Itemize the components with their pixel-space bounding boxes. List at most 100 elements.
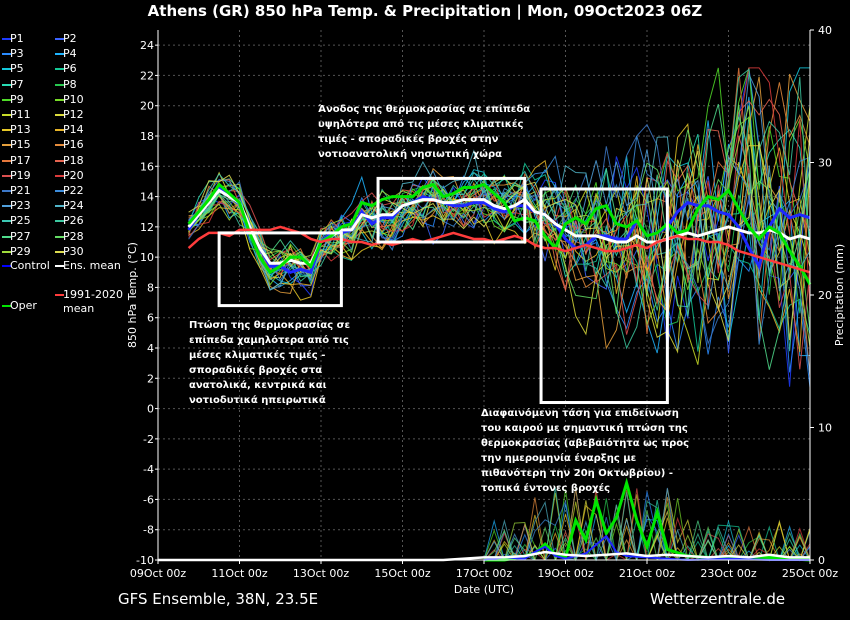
- y-tick-label: 6: [147, 312, 154, 325]
- legend-swatch: [2, 265, 11, 267]
- chart-title: Athens (GR) 850 hPa Temp. & Precipitatio…: [147, 2, 703, 20]
- legend-label: P27: [10, 229, 31, 243]
- model-info: GFS Ensemble, 38N, 23.5E: [118, 590, 319, 608]
- y-tick-label: -8: [143, 524, 154, 537]
- legend-label: P6: [63, 62, 77, 76]
- legend-swatch: [2, 129, 11, 132]
- x-tick-label: 23Oct 00z: [700, 567, 757, 580]
- legend-swatch: [2, 98, 11, 101]
- legend-label: P29: [10, 244, 31, 258]
- legend-swatch: [2, 83, 11, 86]
- member-precip-line: [158, 489, 810, 561]
- y2-tick-label: 0: [818, 554, 825, 567]
- legend-label: Control: [10, 259, 50, 272]
- legend-swatch: [2, 250, 11, 253]
- legend-label: P14: [63, 123, 84, 137]
- legend-label: P25: [10, 214, 31, 228]
- legend-swatch: [55, 144, 64, 147]
- legend-label: P3: [10, 47, 24, 61]
- main-series-layer: [187, 182, 812, 286]
- y2-axis-title: Precipitation (mm): [833, 244, 846, 346]
- legend-swatch: [55, 265, 64, 267]
- legend-swatch: [2, 174, 11, 177]
- legend-swatch: [55, 174, 64, 177]
- annotation-boxes-layer: [217, 176, 669, 405]
- x-tick-label: 09Oct 00z: [130, 567, 187, 580]
- legend-label: Oper: [10, 299, 37, 312]
- x-tick-label: 13Oct 00z: [293, 567, 350, 580]
- y-tick-label: 20: [140, 100, 154, 113]
- y-tick-label: 2: [147, 372, 154, 385]
- legend-swatch: [55, 98, 64, 101]
- y2-tick-label: 20: [818, 289, 832, 302]
- legend-swatch: [55, 114, 64, 116]
- y-tick-label: 12: [140, 221, 154, 234]
- legend-label: P24: [63, 199, 84, 213]
- member-line: [188, 142, 811, 352]
- legend-swatch: [55, 220, 64, 223]
- legend-label: P7: [10, 77, 24, 91]
- annotation-cooling: Πτώση της θερμοκρασίας σε επίπεδα χαμηλό…: [189, 320, 351, 406]
- y-tick-label: 14: [140, 191, 154, 204]
- legend-label: P23: [10, 199, 31, 213]
- legend-label: 1991-2020 mean: [63, 288, 123, 315]
- legend-swatch: [2, 190, 11, 192]
- precip-line: [158, 550, 810, 562]
- member-precip-line: [158, 516, 810, 561]
- y-tick-label: 4: [147, 342, 154, 355]
- member-line: [188, 105, 811, 348]
- axis-layer: -10-8-6-4-202468101214161820222401020304…: [126, 24, 846, 596]
- y-axis-title: 850 hPa Temp. (°C): [126, 242, 139, 348]
- y2-tick-label: 40: [818, 24, 832, 37]
- temp-series-line: [187, 182, 812, 286]
- legend-label: P15: [10, 138, 31, 152]
- legend-swatch: [55, 250, 64, 253]
- legend-swatch: [2, 53, 11, 56]
- legend-label: P5: [10, 62, 24, 76]
- legend-label: P1: [10, 32, 24, 45]
- site-credit: Wetterzentrale.de: [650, 590, 786, 608]
- legend-swatch: [2, 38, 11, 40]
- legend-label: P13: [10, 123, 31, 137]
- y-tick-label: 10: [140, 251, 154, 264]
- annotation-box: [539, 187, 669, 405]
- legend-swatch: [2, 220, 11, 223]
- y2-tick-label: 30: [818, 157, 832, 170]
- member-line: [188, 96, 811, 357]
- x-tick-label: 19Oct 00z: [537, 567, 594, 580]
- y-tick-label: -4: [143, 463, 154, 476]
- y-tick-label: -6: [143, 493, 154, 506]
- member-line: [188, 135, 811, 370]
- member-line: [188, 162, 811, 327]
- legend-swatch: [55, 129, 64, 132]
- legend-swatch: [2, 235, 11, 238]
- legend-swatch: [55, 83, 64, 86]
- legend-label: P8: [63, 77, 77, 91]
- annotation-box: [217, 231, 343, 308]
- legend-swatch: [2, 144, 11, 147]
- legend-swatch: [55, 53, 64, 56]
- x-tick-label: 11Oct 00z: [211, 567, 268, 580]
- x-tick-label: 21Oct 00z: [619, 567, 676, 580]
- annotation-worsening: Διαφαινόμενη τάση για επιδείνωση του και…: [481, 408, 690, 494]
- legend-swatch: [2, 68, 11, 71]
- legend-label: P17: [10, 153, 31, 167]
- legend-label: Ens. mean: [63, 259, 121, 272]
- annotation-box: [376, 176, 527, 244]
- legend-swatch: [55, 68, 64, 71]
- legend-label: P20: [63, 168, 84, 182]
- y-tick-label: 8: [147, 281, 154, 294]
- legend-swatch: [55, 235, 64, 238]
- legend-label: P16: [63, 138, 84, 152]
- legend-label: P22: [63, 184, 84, 197]
- x-tick-label: 25Oct 00z: [782, 567, 839, 580]
- y-tick-label: 24: [140, 39, 154, 52]
- legend-label: P11: [10, 108, 31, 121]
- legend-label: P19: [10, 168, 31, 182]
- legend-swatch: [55, 159, 64, 162]
- legend-label: P18: [63, 153, 84, 167]
- x-tick-label: 17Oct 00z: [456, 567, 513, 580]
- y-tick-label: 16: [140, 160, 154, 173]
- y2-tick-label: 10: [818, 422, 832, 435]
